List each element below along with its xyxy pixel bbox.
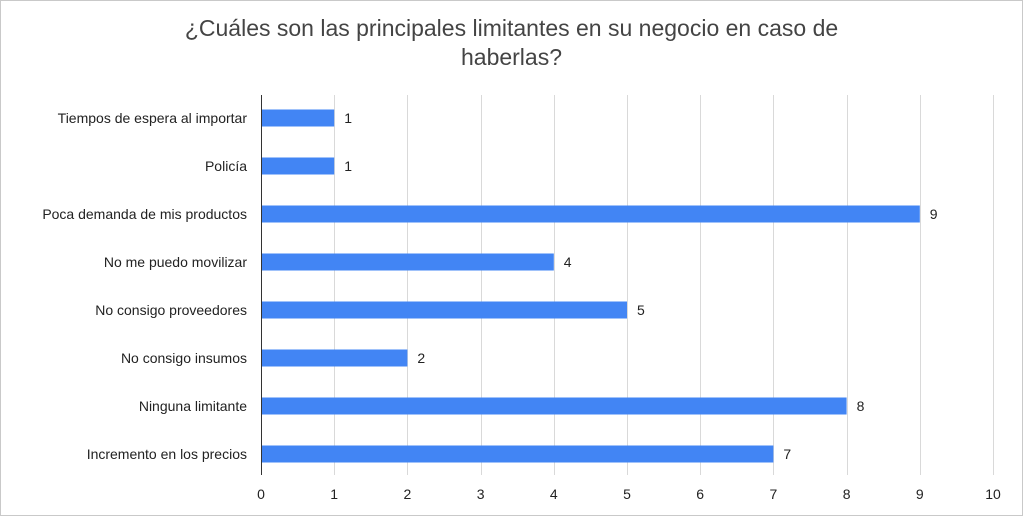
data-label: 1: [344, 110, 352, 126]
category-label: No consigo insumos: [121, 350, 247, 366]
x-tick-label: 7: [770, 486, 778, 502]
data-label: 8: [857, 398, 865, 414]
x-tick-label: 0: [257, 486, 265, 502]
x-tick-label: 4: [550, 486, 558, 502]
x-tick-label: 1: [330, 486, 338, 502]
x-tick-label: 6: [696, 486, 704, 502]
x-tick-label: 5: [623, 486, 631, 502]
data-label: 2: [417, 350, 425, 366]
bar: [262, 253, 554, 271]
category-label: Tiempos de espera al importar: [58, 110, 248, 126]
chart-title: ¿Cuáles son las principales limitantes e…: [80, 14, 943, 72]
bar: [262, 157, 335, 175]
bar: [262, 397, 847, 415]
category-label: No me puedo movilizar: [104, 254, 248, 270]
category-label: Ninguna limitante: [139, 398, 247, 414]
x-tick-label: 2: [404, 486, 412, 502]
data-label: 4: [564, 254, 572, 270]
data-label: 9: [930, 206, 938, 222]
category-label: Incremento en los precios: [87, 446, 247, 462]
x-tick-label: 10: [985, 486, 1001, 502]
bar: [262, 109, 335, 127]
data-label: 7: [783, 446, 791, 462]
data-label: 1: [344, 158, 352, 174]
bar: [262, 205, 920, 223]
category-label: No consigo proveedores: [95, 302, 247, 318]
x-tick-label: 8: [843, 486, 851, 502]
bar: [262, 445, 774, 463]
data-label: 5: [637, 302, 645, 318]
chart-title-line-2: haberlas?: [460, 44, 563, 70]
category-label: Policía: [205, 158, 247, 174]
x-tick-label: 3: [477, 486, 485, 502]
chart-title-line-1: ¿Cuáles son las principales limitantes e…: [184, 15, 839, 41]
bar: [262, 301, 627, 319]
category-label: Poca demanda de mis productos: [42, 206, 247, 222]
bar: [262, 349, 408, 367]
x-tick-label: 9: [916, 486, 924, 502]
